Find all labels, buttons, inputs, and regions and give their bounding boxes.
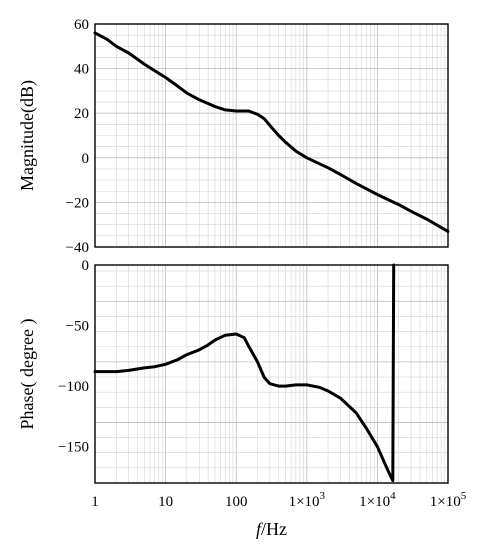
- x-tick-label: 1×103: [289, 490, 326, 510]
- y-tick-label: 0: [82, 258, 90, 274]
- x-axis-ticks: 1 10 100 1×103 1×104 1×105: [91, 490, 466, 510]
- y-tick-label: 40: [74, 62, 89, 78]
- x-tick-label: 1×104: [359, 490, 396, 510]
- x-tick-label: 10: [158, 494, 173, 510]
- phase-panel: 0 −50 −100 −150 Phase( degree ): [17, 258, 449, 484]
- magnitude-y-axis-label: Magnitude(dB): [17, 80, 38, 191]
- magnitude-frame: [94, 23, 449, 248]
- phase-curve: [93, 263, 396, 483]
- x-axis-label: f/Hz: [256, 519, 287, 539]
- y-tick-label: 20: [74, 106, 89, 122]
- magnitude-grid: [94, 24, 448, 247]
- x-axis-label-symbol: f: [256, 519, 264, 539]
- y-tick-label: −100: [58, 379, 89, 395]
- phase-y-ticks: 0 −50 −100 −150: [58, 258, 89, 456]
- x-axis-label-unit: /Hz: [261, 519, 287, 539]
- y-tick-label: −20: [66, 195, 89, 211]
- magnitude-y-ticks: 60 40 20 0 −20 −40: [66, 17, 89, 256]
- y-tick-label: 60: [74, 17, 89, 33]
- y-tick-label: −50: [66, 319, 89, 335]
- phase-y-axis-label: Phase( degree ): [17, 319, 38, 430]
- y-tick-label: 0: [82, 151, 90, 167]
- magnitude-panel: 60 40 20 0 −20 −40 Magnitude(dB): [17, 17, 450, 256]
- phase-frame: [94, 264, 449, 484]
- magnitude-curve: [93, 31, 450, 233]
- phase-grid: [94, 265, 448, 483]
- x-tick-label: 1×105: [430, 490, 467, 510]
- x-tick-label: 1: [91, 494, 99, 510]
- y-tick-label: −150: [58, 440, 89, 456]
- x-tick-label: 100: [225, 494, 248, 510]
- y-tick-label: −40: [66, 240, 89, 256]
